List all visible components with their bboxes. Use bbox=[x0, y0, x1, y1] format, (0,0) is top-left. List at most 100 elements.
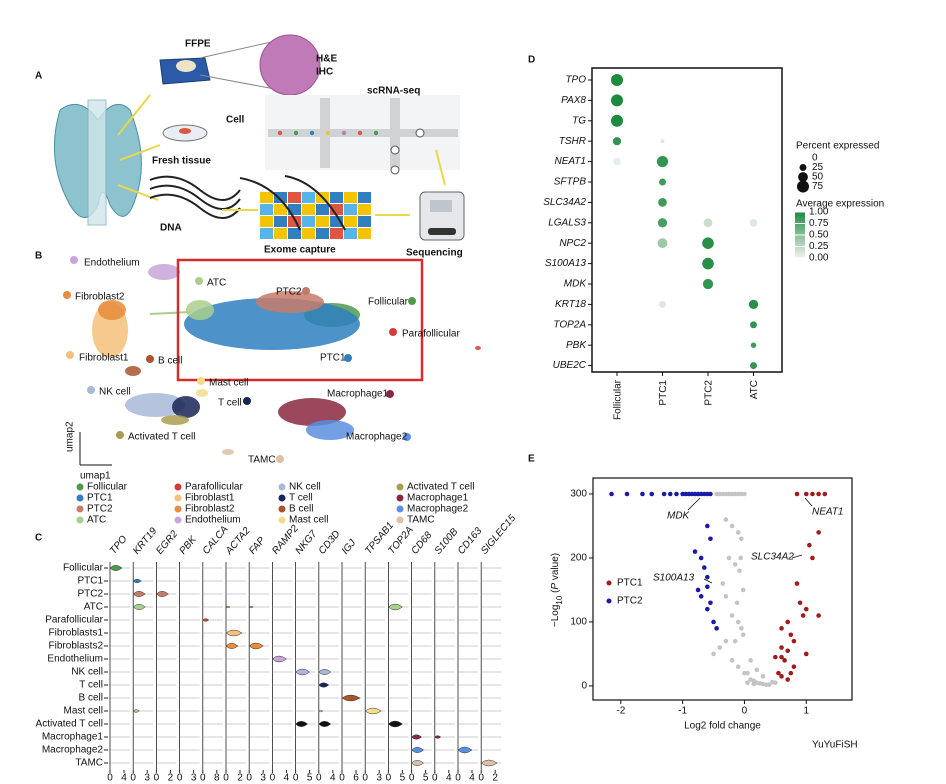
expression-dot bbox=[749, 219, 758, 227]
legend-dot bbox=[396, 516, 404, 524]
tick-label: 0 bbox=[455, 773, 461, 784]
cluster-label: B cell bbox=[158, 356, 182, 367]
violin bbox=[318, 669, 332, 675]
umap-cluster bbox=[222, 449, 234, 455]
point-background bbox=[735, 664, 741, 670]
point bbox=[692, 549, 698, 554]
tick-label: 3 bbox=[191, 773, 197, 784]
expression-dot bbox=[611, 74, 623, 86]
tick-label: 3 bbox=[260, 773, 266, 784]
point bbox=[788, 670, 794, 676]
point-background bbox=[773, 680, 778, 686]
exome-cell bbox=[316, 204, 329, 215]
legend-label: T cell bbox=[289, 493, 313, 504]
tick-label: 3 bbox=[144, 773, 150, 784]
gene-label: PAX8 bbox=[561, 95, 586, 106]
cluster-label-dot bbox=[66, 351, 74, 359]
point bbox=[810, 555, 815, 561]
tick-label: 2 bbox=[237, 773, 243, 784]
cluster-label-dot bbox=[403, 433, 411, 441]
annotation: S100A13 bbox=[653, 573, 695, 584]
annotation-leader bbox=[804, 497, 813, 507]
cell-dot bbox=[293, 130, 299, 136]
expression-dot bbox=[660, 139, 665, 144]
legend-dot bbox=[396, 483, 404, 491]
sequencer-screen bbox=[430, 200, 452, 212]
legend-dot bbox=[396, 505, 404, 513]
umap-cluster bbox=[172, 396, 200, 418]
exome-cell bbox=[316, 228, 329, 239]
annotation: SLC34A2 bbox=[751, 552, 794, 563]
point bbox=[797, 600, 803, 606]
point bbox=[624, 491, 630, 497]
point bbox=[708, 600, 713, 606]
exome-cell bbox=[260, 204, 273, 215]
arrow bbox=[435, 149, 446, 186]
cell-type-label: Activated T cell bbox=[36, 719, 103, 730]
point bbox=[794, 491, 800, 497]
dna-strand bbox=[149, 193, 241, 219]
point bbox=[779, 654, 784, 660]
violin bbox=[109, 565, 123, 571]
group-label: PTC2 bbox=[704, 380, 715, 406]
x-tick-label: -1 bbox=[678, 706, 687, 717]
point bbox=[816, 530, 821, 535]
point-background bbox=[751, 681, 757, 687]
panel-label: B bbox=[35, 251, 42, 262]
umap-cluster bbox=[125, 393, 185, 417]
panel-label: D bbox=[528, 55, 535, 66]
cluster-label-dot bbox=[197, 377, 205, 385]
violin bbox=[411, 734, 422, 740]
umap-cluster bbox=[161, 415, 189, 425]
legend-label: B cell bbox=[289, 504, 313, 515]
gene-label: S100A13 bbox=[545, 258, 587, 269]
point bbox=[776, 670, 781, 676]
point bbox=[782, 658, 787, 663]
cluster-label-dot bbox=[302, 287, 310, 295]
legend-dot bbox=[396, 494, 404, 502]
point-background bbox=[723, 594, 729, 599]
point bbox=[816, 491, 821, 497]
violin bbox=[388, 720, 403, 728]
tick-label: 0 bbox=[409, 773, 415, 784]
umap-cluster bbox=[125, 366, 141, 376]
cell-dot bbox=[309, 130, 315, 136]
legend-label: Macrophage1 bbox=[407, 493, 469, 504]
legend-label: PTC1 bbox=[87, 493, 113, 504]
legend-label: Follicular bbox=[87, 482, 128, 493]
violin bbox=[364, 707, 382, 715]
zoom-line bbox=[199, 39, 281, 59]
tick-label: 0 bbox=[107, 773, 113, 784]
cluster-label: T cell bbox=[218, 398, 242, 409]
exome-cell bbox=[288, 204, 301, 215]
legend-label: ATC bbox=[87, 515, 106, 526]
point-background bbox=[766, 682, 772, 687]
label: DNA bbox=[160, 223, 182, 234]
expression-dot bbox=[656, 156, 669, 168]
exome-cell bbox=[302, 228, 315, 239]
point bbox=[714, 626, 719, 631]
violin bbox=[411, 760, 424, 766]
exome-cell bbox=[330, 216, 343, 227]
umap-cluster bbox=[186, 300, 214, 320]
tick-label: 3 bbox=[376, 773, 382, 784]
legend-label: PTC1 bbox=[617, 578, 643, 589]
x-tick-label: 1 bbox=[803, 706, 809, 717]
umap-cluster bbox=[98, 300, 126, 320]
cluster-label: Activated T cell bbox=[128, 432, 195, 443]
droplet bbox=[390, 145, 400, 155]
violin bbox=[411, 747, 424, 753]
label: FFPE bbox=[185, 39, 211, 50]
cluster-label: TAMC bbox=[248, 455, 276, 466]
gene-label: UBE2C bbox=[553, 360, 587, 371]
point-background bbox=[723, 517, 729, 522]
tick-label: 5 bbox=[307, 773, 313, 784]
exome-cell bbox=[288, 192, 301, 203]
point bbox=[785, 677, 791, 682]
cluster-label: PTC2 bbox=[276, 287, 302, 298]
tick-label: 0 bbox=[223, 773, 229, 784]
axis-label: umap1 bbox=[80, 471, 111, 482]
expression-dot bbox=[702, 257, 714, 270]
exome-cell bbox=[358, 192, 371, 203]
